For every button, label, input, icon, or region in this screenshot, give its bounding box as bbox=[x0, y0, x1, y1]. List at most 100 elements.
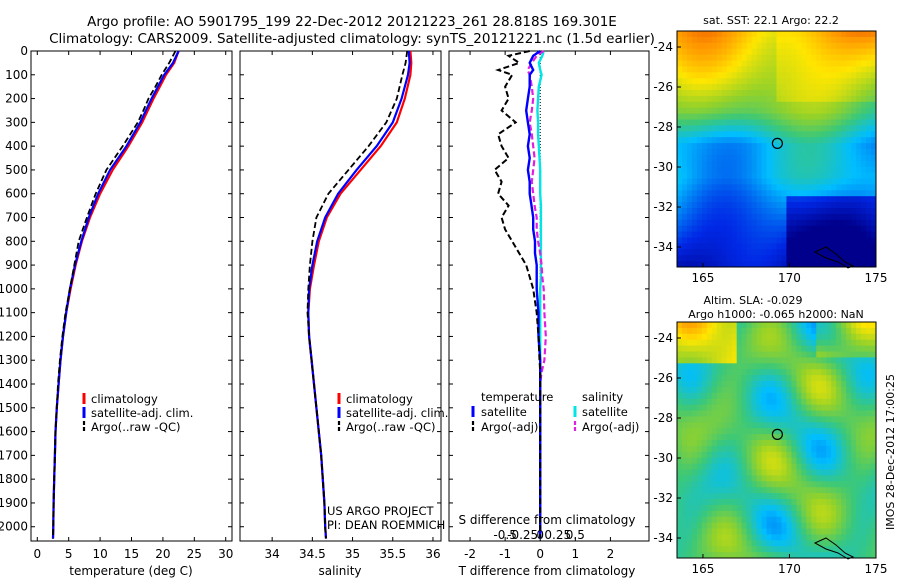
map-cell bbox=[791, 213, 797, 221]
map-cell bbox=[836, 219, 842, 227]
map-cell bbox=[801, 184, 807, 191]
sst-map-title: sat. SST: 22.1 Argo: 22.2 bbox=[703, 14, 839, 27]
map-cell bbox=[786, 90, 793, 97]
map-cell bbox=[716, 445, 723, 453]
map-cell bbox=[836, 66, 842, 73]
map-cell bbox=[741, 322, 748, 329]
map-cell bbox=[701, 416, 708, 423]
map-cell bbox=[771, 493, 778, 500]
map-cell bbox=[831, 522, 837, 530]
map-cell bbox=[701, 255, 708, 262]
map-cell bbox=[786, 208, 793, 215]
map-cell bbox=[831, 487, 837, 494]
map-cell bbox=[736, 369, 743, 376]
map-cell bbox=[746, 131, 753, 138]
y-tick-label: 400 bbox=[5, 139, 28, 153]
map-cell bbox=[691, 398, 698, 406]
map-cell bbox=[791, 416, 797, 423]
map-cell bbox=[726, 552, 733, 558]
map-cell bbox=[776, 463, 783, 471]
map-cell bbox=[716, 31, 723, 38]
map-cell bbox=[686, 160, 693, 168]
map-cell bbox=[681, 339, 688, 347]
map-cell bbox=[746, 457, 753, 465]
map-cell bbox=[781, 345, 788, 353]
map-cell bbox=[756, 208, 763, 215]
map-cell bbox=[786, 143, 793, 150]
map-cell bbox=[776, 540, 783, 547]
map-cell bbox=[751, 357, 758, 364]
map-cell bbox=[736, 528, 743, 535]
map-cell bbox=[816, 451, 822, 459]
map-cell bbox=[861, 516, 867, 524]
map-cell bbox=[686, 469, 693, 476]
map-cell bbox=[711, 369, 718, 376]
map-cell bbox=[851, 504, 857, 512]
map-cell bbox=[836, 72, 842, 79]
map-cell bbox=[836, 149, 842, 156]
map-cell bbox=[691, 428, 698, 435]
map-cell bbox=[691, 522, 698, 530]
map-cell bbox=[801, 31, 807, 38]
map-cell bbox=[806, 72, 812, 79]
map-cell bbox=[741, 219, 748, 227]
map-cell bbox=[696, 499, 703, 506]
map-cell bbox=[841, 131, 847, 138]
map-cell bbox=[856, 404, 862, 412]
map-cell bbox=[821, 345, 827, 353]
map-cell bbox=[686, 178, 693, 185]
map-cell bbox=[856, 243, 862, 250]
map-cell bbox=[861, 213, 867, 221]
map-cell bbox=[861, 327, 867, 335]
map-cell bbox=[706, 363, 713, 370]
map-cell bbox=[821, 504, 827, 512]
map-cell bbox=[866, 107, 872, 115]
map-cell bbox=[701, 42, 708, 50]
map-cell bbox=[771, 522, 778, 530]
map-cell bbox=[701, 54, 708, 62]
map-cell bbox=[706, 219, 713, 227]
map-cell bbox=[816, 113, 822, 121]
map-cell bbox=[861, 375, 867, 382]
map-cell bbox=[716, 42, 723, 50]
map-cell bbox=[691, 213, 698, 221]
map-cell bbox=[861, 369, 867, 376]
map-cell bbox=[791, 381, 797, 388]
map-cell bbox=[806, 255, 812, 262]
y-tick-label: 1200 bbox=[0, 329, 28, 343]
map-cell bbox=[811, 196, 817, 203]
map-cell bbox=[866, 149, 872, 156]
map-cell bbox=[811, 428, 817, 435]
map-cell bbox=[741, 540, 748, 547]
map-cell bbox=[716, 410, 723, 417]
map-cell bbox=[756, 475, 763, 482]
map-cell bbox=[771, 546, 778, 553]
map-cell bbox=[871, 255, 876, 262]
map-cell bbox=[681, 255, 688, 262]
map-cell bbox=[686, 457, 693, 465]
map-cell bbox=[851, 160, 857, 168]
map-cell bbox=[776, 516, 783, 524]
map-cell bbox=[871, 202, 876, 209]
map-cell bbox=[846, 243, 852, 250]
map-cell bbox=[677, 522, 683, 530]
map-cell bbox=[836, 369, 842, 376]
map-cell bbox=[711, 178, 718, 185]
map-cell bbox=[856, 237, 862, 244]
map-cell bbox=[721, 339, 728, 347]
map-cell bbox=[831, 255, 837, 262]
map-cell bbox=[721, 398, 728, 406]
map-cell bbox=[871, 149, 876, 156]
map-cell bbox=[821, 428, 827, 435]
map-cell bbox=[736, 196, 743, 203]
map-cell bbox=[736, 160, 743, 168]
map-cell bbox=[821, 208, 827, 215]
map-cell bbox=[806, 363, 812, 370]
map-cell bbox=[691, 333, 698, 341]
map-cell bbox=[766, 375, 773, 382]
map-cell bbox=[791, 54, 797, 62]
map-cell bbox=[861, 36, 867, 44]
map-cell bbox=[836, 166, 842, 174]
map-cell bbox=[856, 225, 862, 233]
map-cell bbox=[866, 131, 872, 138]
